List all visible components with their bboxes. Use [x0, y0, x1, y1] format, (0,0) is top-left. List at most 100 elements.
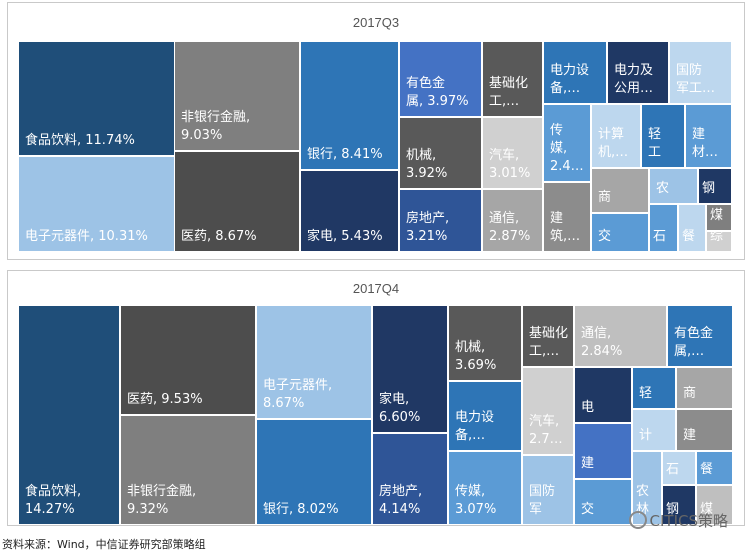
treemap-cell: 煤 [706, 204, 732, 231]
treemap-cell: 国防 军工… [669, 41, 732, 104]
treemap-cell-label: 通信, 2.84% [581, 326, 623, 359]
treemap-cell-label: 非银行金融, 9.32% [127, 484, 197, 517]
treemap-cell: 机械, 3.92% [399, 117, 482, 189]
treemap-cell: 医药, 9.53% [120, 305, 256, 415]
treemap-cell-label: 国防 军工… [676, 63, 716, 96]
treemap-cell-label: 建 筑,… [550, 211, 581, 244]
treemap-cell-label: 银行, 8.41% [307, 147, 383, 162]
treemap-cell-label: 电力设 备,… [550, 63, 590, 96]
treemap-cell: 食品饮料, 11.74% [18, 41, 182, 156]
treemap-cell: 医药, 8.67% [174, 151, 300, 252]
treemap-cell-label: 银行, 8.02% [263, 502, 339, 517]
treemap-cell: 银行, 8.02% [256, 419, 372, 525]
treemap-cell: 国防 军 [522, 455, 574, 525]
treemap-cell-label: 传媒, 3.07% [455, 484, 497, 517]
treemap-cell-label: 交 [581, 502, 595, 517]
treemap-cell-label: 计 [639, 428, 653, 443]
treemap-cell: 计算 机,… [591, 104, 641, 168]
treemap-cell: 非银行金融, 9.32% [120, 415, 256, 525]
treemap-cell-label: 食品饮料, 11.74% [25, 133, 135, 148]
treemap-cell-label: 电力及 公用… [614, 63, 654, 96]
treemap-cell-label: 家电, 6.60% [379, 392, 421, 425]
treemap-cell-label: 家电, 5.43% [307, 229, 383, 244]
treemap-cell: 交 [591, 213, 649, 252]
treemap-cell-label: 交 [598, 229, 612, 244]
treemap-cell: 基础化 工,… [522, 305, 574, 367]
treemap-cell: 电子元器件, 8.67% [256, 305, 372, 419]
treemap-cell-label: 商 [683, 386, 697, 401]
treemap-cell: 煤 [696, 485, 733, 525]
treemap-cell: 汽车, 2.7… [522, 367, 574, 455]
treemap-cell-label: 商 [598, 190, 612, 205]
treemap-cell-label: 电子元器件, 8.67% [263, 378, 333, 411]
treemap-cell-label: 农 [656, 181, 670, 196]
treemap-cell: 家电, 5.43% [300, 170, 399, 252]
treemap-cell: 银行, 8.41% [300, 41, 399, 170]
treemap-cell-label: 医药, 8.67% [181, 229, 257, 244]
treemap-cell-label: 有色金 属, 3.97% [406, 76, 469, 109]
treemap-cell: 汽车, 3.01% [482, 117, 543, 189]
treemap-cell: 建 [574, 423, 632, 479]
treemap-cell-label: 电 [581, 400, 595, 415]
treemap-cell-label: 国防 军 [529, 484, 556, 517]
treemap-cell: 电 [574, 367, 632, 423]
treemap-cell-label: 通信, 2.87% [489, 211, 531, 244]
treemap-cell: 食品饮料, 14.27% [18, 305, 120, 525]
treemap-cell: 房地产, 3.21% [399, 189, 482, 252]
watermark: CITICS策略 [628, 510, 728, 531]
treemap-cell: 石 [649, 204, 678, 252]
treemap-cell: 传媒, 3.07% [448, 451, 522, 525]
treemap-cell-label: 汽车, 2.7… [529, 414, 563, 447]
treemap-cell: 通信, 2.87% [482, 189, 543, 252]
treemap-cell-label: 钢 [666, 502, 680, 517]
treemap-cell-label: 基础化 工,… [489, 76, 529, 109]
treemap-cell-label: 机械, 3.92% [406, 148, 448, 181]
treemap-cell-label: 房地产, 3.21% [406, 211, 450, 244]
treemap-cell-label: 非银行金融, 9.03% [181, 110, 251, 143]
watermark-text: CITICS策略 [649, 512, 728, 530]
treemap-cell: 钢 [698, 168, 732, 204]
treemap-cell: 石 [662, 451, 696, 485]
treemap-cell-label: 计算 机,… [598, 127, 629, 160]
treemap-cell-label: 电子元器件, 10.31% [25, 229, 148, 244]
treemap-cell-label: 轻 [639, 386, 653, 401]
treemap-cell-label: 电力设 备,… [455, 410, 495, 443]
chart-title-q4: 2017Q4 [352, 281, 400, 296]
treemap-cell-label: 建 [581, 456, 595, 471]
treemap-cell: 电子元器件, 10.31% [18, 156, 182, 252]
chart-title-q3: 2017Q3 [352, 15, 400, 30]
treemap-cell: 计 [632, 409, 676, 451]
treemap-cell-label: 有色金 属,… [674, 326, 714, 359]
treemap-cell: 有色金 属,… [667, 305, 733, 367]
treemap-cell: 建 [676, 409, 733, 451]
treemap-cell: 基础化 工,… [482, 41, 543, 117]
treemap-cell: 综 [706, 231, 732, 252]
treemap-cell-label: 医药, 9.53% [127, 392, 203, 407]
wechat-icon [628, 511, 647, 529]
treemap-cell-label: 餐 [682, 229, 696, 244]
treemap-cell-label: 煤 [710, 208, 724, 223]
treemap-cell-label: 石 [666, 462, 680, 477]
panel-2017q4: 2017Q4 食品饮料, 14.27% 医药, 9.53% 非银行金融, 9.32%… [7, 270, 745, 526]
treemap-cell-label: 轻 工 [648, 127, 662, 160]
treemap-cell: 机械, 3.69% [448, 305, 522, 381]
treemap-cell: 轻 [632, 367, 676, 409]
treemap-cell-label: 石 [653, 229, 667, 244]
source-note: 资料来源：Wind，中信证券研究部策略组 [2, 538, 206, 551]
treemap-cell: 餐 [678, 204, 706, 252]
treemap-cell: 商 [676, 367, 733, 409]
treemap-cell-label: 建 材… [692, 127, 719, 160]
treemap-cell: 建 材… [685, 104, 732, 168]
treemap-cell: 家电, 6.60% [372, 305, 448, 433]
treemap-cell-label: 钢 [702, 181, 716, 196]
treemap-cell-label: 建 [683, 428, 697, 443]
treemap-cell-label: 综 [710, 231, 724, 244]
panel-2017q3: 2017Q3 食品饮料, 11.74% 电子元器件, 10.31% 非银行金融, 9… [7, 2, 745, 260]
treemap-cell-label: 传 媒, 2.4… [550, 123, 584, 174]
treemap-cell-label: 汽车, 3.01% [489, 148, 531, 181]
treemap-cell: 传 媒, 2.4… [543, 104, 591, 182]
treemap-cell: 电力及 公用… [607, 41, 669, 104]
treemap-cell-label: 煤 [700, 502, 714, 517]
treemap-cell-label: 食品饮料, 14.27% [25, 484, 82, 517]
treemap-cell: 通信, 2.84% [574, 305, 667, 367]
